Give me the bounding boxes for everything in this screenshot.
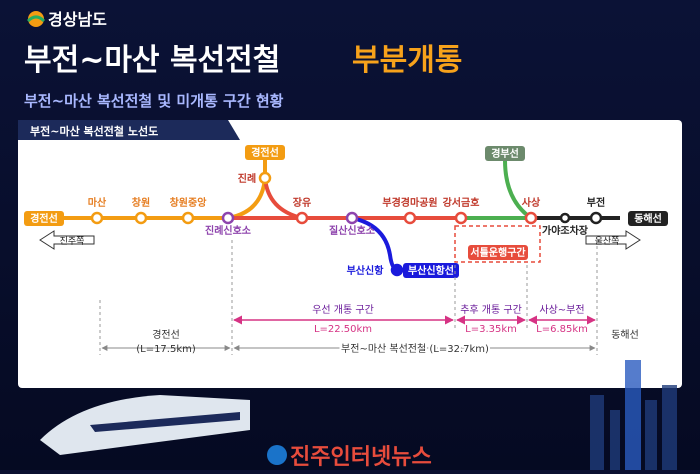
title-highlight: 부분개통: [352, 43, 462, 78]
station: 질산신호소: [329, 224, 375, 237]
station: 창원중앙: [170, 196, 208, 209]
section-length: (L=17.5km): [136, 344, 196, 355]
line-label: 동해선: [634, 212, 662, 225]
station: 부전: [587, 196, 605, 209]
section-label: 경전선: [152, 328, 180, 341]
footer-icon: [267, 445, 287, 465]
station: 부산신항: [347, 264, 385, 277]
map-title: 부전~마산 복선전철 노선도: [30, 124, 158, 138]
station: 진례: [238, 172, 256, 185]
direction: 울산쪽: [595, 236, 620, 247]
section-label: 우선 개통 구간: [312, 304, 374, 316]
logo-icon: [28, 11, 44, 27]
direction: 진주쪽: [60, 236, 85, 247]
section-label: 추후 개통 구간: [460, 304, 522, 316]
shuttle-label: 서틀운행구간: [470, 246, 526, 259]
section-length: L=6.85km: [536, 324, 588, 335]
section-label: 사상~부전: [539, 304, 584, 316]
station: 강서금호: [443, 196, 480, 209]
station: 마산: [88, 196, 107, 209]
line-label: 경전선: [251, 146, 279, 159]
footer-brand: 진주인터넷뉴스: [290, 445, 432, 470]
station: 창원: [132, 196, 150, 209]
line-label: 부산신항선: [408, 264, 454, 277]
line-label: 경전선: [30, 212, 58, 225]
shuttle-box: [454, 225, 541, 263]
station: 진례신호소: [205, 224, 251, 237]
skyline: [590, 360, 677, 470]
subtitle: 부전~마산 복선전철 및 미개통 구간 현황: [24, 92, 284, 110]
section-length: L=22.50km: [314, 324, 372, 335]
station: 장유: [293, 196, 311, 209]
map-title-tab: [18, 120, 240, 140]
title: 부전~마산 복선전철: [24, 43, 280, 78]
station: 사상: [522, 196, 541, 209]
section-total: 부전~마산 복선전철 (L=32.7km): [341, 343, 489, 355]
logo-text: 경상남도: [48, 10, 107, 29]
section-length: L=3.35km: [465, 324, 517, 335]
station: 부경경마공원: [382, 196, 437, 209]
station: 가야조차장: [542, 224, 589, 237]
section-label: 동해선: [611, 328, 639, 341]
line-label: 경부선: [491, 147, 519, 160]
